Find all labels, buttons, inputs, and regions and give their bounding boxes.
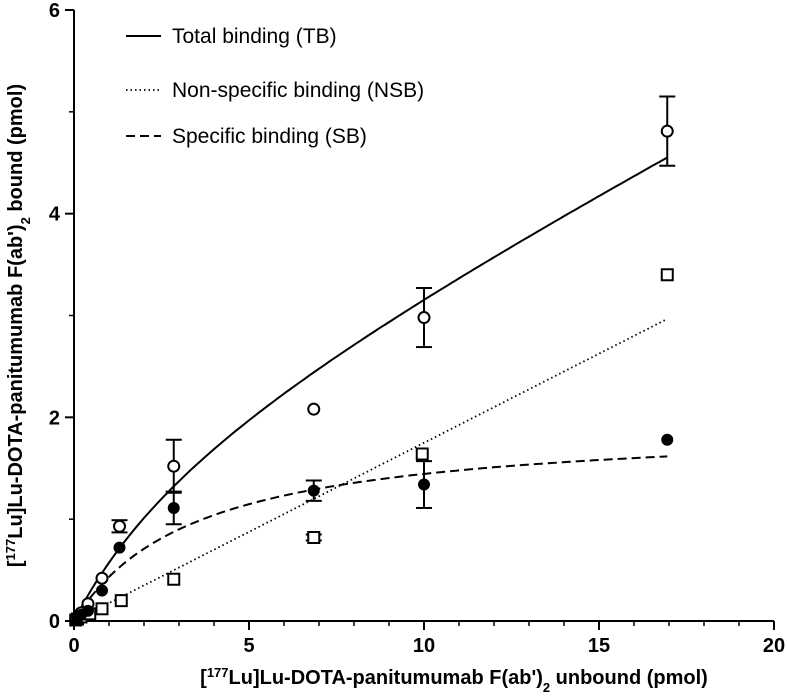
data-points [69, 124, 674, 627]
y-tick-label: 4 [49, 204, 61, 226]
fit-curve-nsb [73, 318, 668, 622]
x-tick-label: 10 [413, 635, 435, 657]
data-point-nsb [415, 447, 429, 461]
y-axis-title-part: 2 [18, 217, 33, 224]
y-axis-title: [177Lu]Lu-DOTA-panitumumab F(ab')2 bound… [3, 84, 33, 567]
data-point-sb [113, 541, 126, 554]
x-tick-label: 15 [588, 635, 610, 657]
legend-label-sb: Specific binding (SB) [172, 125, 367, 148]
data-point-tb [307, 402, 321, 416]
data-point-nsb [660, 268, 674, 282]
x-axis-title-part: 177 [207, 665, 229, 680]
y-axis-title-part: bound (pmol) [5, 84, 27, 217]
y-axis-title-part: Lu]Lu-DOTA-panitumumab F(ab') [5, 224, 27, 538]
legend-label-nsb: Non-specific binding (NSB) [172, 79, 424, 102]
x-axis-title-part: unbound (pmol) [550, 667, 708, 689]
legend-label-tb: Total binding (TB) [172, 25, 337, 48]
data-point-tb [660, 124, 674, 138]
x-axis-title: [177Lu]Lu-DOTA-panitumumab F(ab')2 unbou… [200, 665, 708, 695]
data-point-sb [307, 484, 320, 497]
data-point-sb [82, 604, 94, 617]
x-tick-label: 20 [763, 635, 785, 657]
data-point-nsb [114, 594, 128, 608]
x-tick-label: 5 [243, 635, 254, 657]
data-point-tb [95, 571, 109, 585]
data-point-sb [167, 501, 180, 514]
x-axis-title-part: [ [200, 667, 207, 689]
y-tick-label: 2 [49, 407, 60, 429]
data-point-sb [418, 478, 430, 491]
fit-curve-tb [73, 156, 668, 622]
data-point-tb [417, 311, 431, 325]
data-point-tb [167, 459, 181, 473]
y-axis-title-part: 177 [3, 539, 18, 561]
x-axis-title-part: 2 [543, 680, 550, 695]
data-point-nsb [167, 572, 181, 586]
y-tick-label: 6 [49, 0, 60, 22]
data-point-sb [661, 433, 674, 446]
x-axis-title-part: Lu]Lu-DOTA-panitumumab F(ab') [229, 667, 543, 689]
x-tick-label: 0 [68, 635, 79, 657]
data-point-nsb [307, 530, 321, 544]
axis-titles: [177Lu]Lu-DOTA-panitumumab F(ab')2 unbou… [3, 84, 708, 695]
fit-curve-sb [73, 455, 668, 622]
y-tick-label: 0 [49, 611, 60, 633]
fit-curves [73, 156, 668, 622]
axes: 0 2 4 6 0 5 10 15 20 [49, 0, 785, 657]
data-point-tb [113, 519, 126, 533]
data-point-sb [96, 584, 108, 597]
y-axis-title-part: [ [5, 560, 27, 567]
legend: Total binding (TB) Non-specific binding (… [126, 25, 424, 148]
data-point-nsb [95, 602, 109, 616]
